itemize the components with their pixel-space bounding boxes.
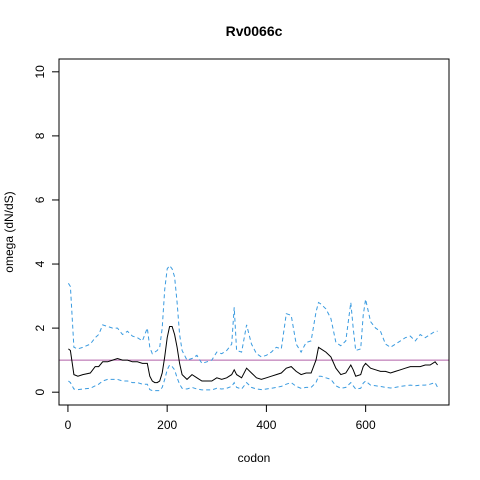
- plot-frame: [58, 58, 450, 406]
- x-tick-label: 200: [157, 418, 177, 432]
- y-axis-label: omega (dN/dS): [2, 191, 16, 272]
- y-axis: 0 2 4 6 8 10: [33, 65, 60, 396]
- mean-line: [68, 326, 438, 384]
- x-axis-label: codon: [238, 451, 271, 465]
- y-tick-label: 8: [33, 132, 47, 139]
- x-tick-label: 400: [256, 418, 276, 432]
- x-tick-label: 0: [65, 418, 72, 432]
- bound-line-2: [68, 364, 439, 392]
- y-tick-label: 2: [33, 324, 47, 331]
- x-tick-label: 600: [356, 418, 376, 432]
- y-tick-label: 0: [33, 389, 47, 396]
- series-layer: [67, 264, 439, 392]
- x-axis: 0 200 400 600: [65, 404, 376, 432]
- chart-title: Rv0066c: [226, 23, 283, 39]
- y-tick-label: 6: [33, 196, 47, 203]
- y-tick-label: 4: [33, 260, 47, 267]
- y-tick-label: 10: [33, 65, 47, 79]
- bound-line-1: [67, 264, 438, 364]
